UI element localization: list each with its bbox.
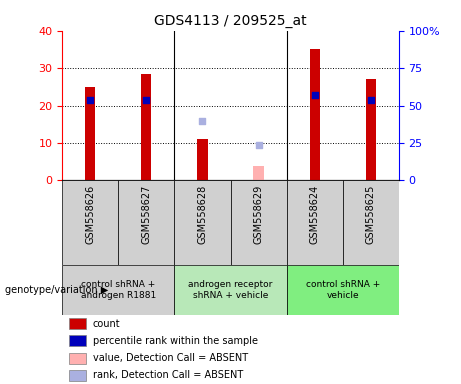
Bar — [310, 50, 319, 180]
Title: GDS4113 / 209525_at: GDS4113 / 209525_at — [154, 14, 307, 28]
Bar — [62, 265, 174, 315]
Text: control shRNA +
androgen R1881: control shRNA + androgen R1881 — [81, 280, 156, 300]
Bar — [69, 318, 86, 329]
Text: GSM558628: GSM558628 — [197, 185, 207, 244]
Text: GSM558625: GSM558625 — [366, 185, 376, 244]
Point — [199, 118, 206, 124]
Bar — [142, 74, 151, 180]
Bar — [85, 87, 95, 180]
Bar — [174, 180, 230, 265]
Text: control shRNA +
vehicle: control shRNA + vehicle — [306, 280, 380, 300]
Bar — [254, 166, 264, 180]
Bar — [287, 180, 343, 265]
Text: genotype/variation ▶: genotype/variation ▶ — [5, 285, 108, 295]
Text: GSM558626: GSM558626 — [85, 185, 95, 244]
Point — [367, 96, 374, 103]
Text: androgen receptor
shRNA + vehicle: androgen receptor shRNA + vehicle — [188, 280, 273, 300]
Bar — [69, 370, 86, 381]
Text: rank, Detection Call = ABSENT: rank, Detection Call = ABSENT — [93, 370, 243, 381]
Text: GSM558629: GSM558629 — [254, 185, 264, 244]
Bar — [230, 180, 287, 265]
Text: value, Detection Call = ABSENT: value, Detection Call = ABSENT — [93, 353, 248, 363]
Point — [87, 96, 94, 103]
Bar — [62, 180, 118, 265]
Bar — [197, 139, 207, 180]
Point — [255, 141, 262, 147]
Text: count: count — [93, 318, 120, 329]
Bar — [69, 353, 86, 364]
Bar — [69, 335, 86, 346]
Bar — [118, 180, 174, 265]
Bar — [174, 265, 287, 315]
Bar — [343, 180, 399, 265]
Text: GSM558624: GSM558624 — [310, 185, 319, 244]
Point — [311, 92, 318, 98]
Text: percentile rank within the sample: percentile rank within the sample — [93, 336, 258, 346]
Text: GSM558627: GSM558627 — [142, 185, 151, 244]
Point — [142, 96, 150, 103]
Bar — [366, 79, 376, 180]
Bar — [287, 265, 399, 315]
